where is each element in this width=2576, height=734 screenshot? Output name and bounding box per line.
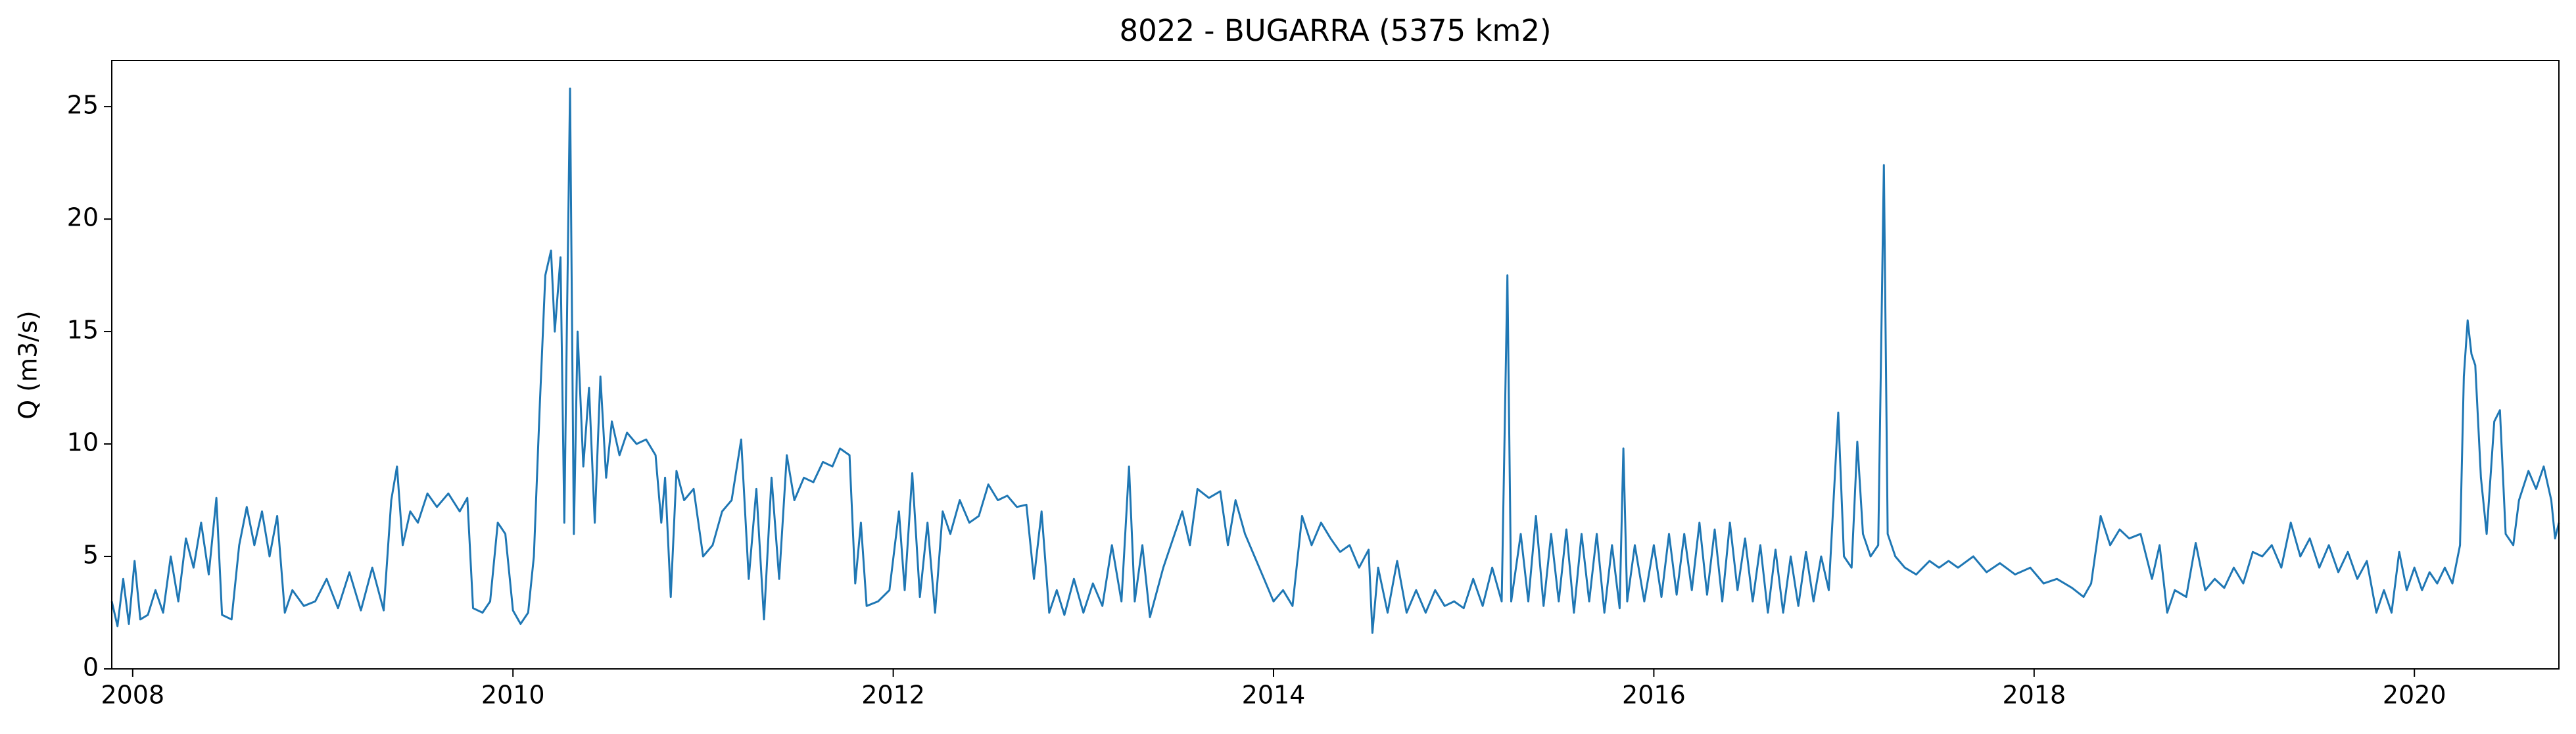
y-axis-label: Q (m3/s): [14, 310, 43, 419]
y-tick-label: 20: [67, 203, 99, 232]
data-line: [110, 87, 2560, 634]
x-tick-label: 2020: [2383, 681, 2446, 710]
x-tick-label: 2008: [101, 681, 164, 710]
x-tick-label: 2014: [1242, 681, 1306, 710]
y-tick-label: 0: [83, 653, 99, 682]
x-tick-label: 2012: [861, 681, 925, 710]
plot-frame: [111, 60, 2560, 670]
x-tick-label: 2016: [1622, 681, 1686, 710]
y-tick-label: 5: [83, 541, 99, 570]
y-tick-label: 10: [67, 428, 99, 457]
x-tick-label: 2018: [2002, 681, 2066, 710]
y-tick-label: 15: [67, 316, 99, 345]
y-tick-label: 25: [67, 91, 99, 120]
x-tick-label: 2010: [481, 681, 545, 710]
chart-title: 8022 - BUGARRA (5375 km2): [1119, 13, 1551, 48]
